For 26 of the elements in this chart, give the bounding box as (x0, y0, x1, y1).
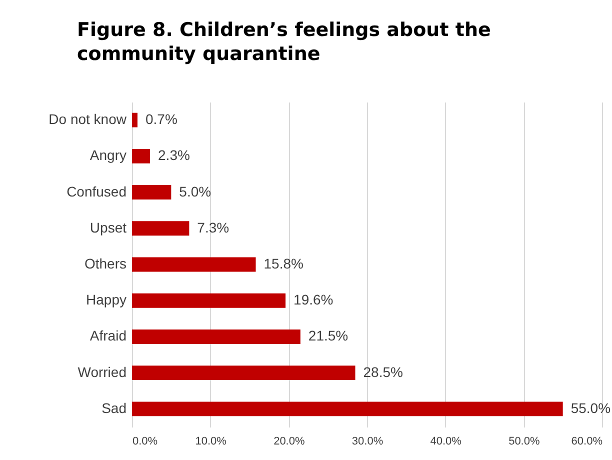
data-label: 21.5% (308, 328, 348, 344)
x-tick-label: 0.0% (132, 436, 158, 448)
data-label: 55.0% (570, 400, 611, 416)
data-label: 2.3% (158, 147, 190, 164)
data-label: 15.8% (264, 256, 304, 272)
y-tick-label: Worried (78, 364, 126, 380)
x-tick-label: 10.0% (195, 436, 227, 448)
x-tick-label: 20.0% (274, 436, 305, 448)
y-tick-label: Afraid (90, 328, 126, 344)
y-tick-label: Others (84, 256, 126, 272)
y-tick-label: Upset (90, 219, 127, 236)
data-label: 19.6% (294, 292, 334, 308)
y-tick-label: Angry (90, 147, 126, 164)
data-label: 5.0% (179, 183, 212, 200)
data-label: 28.5% (363, 364, 403, 380)
x-tick-label: 30.0% (352, 436, 384, 448)
data-label: 7.3% (197, 219, 230, 236)
x-tick-label: 60.0% (571, 436, 603, 448)
chart-title: Figure 8. Children’s feelings about the community quarantine (77, 19, 491, 65)
data-label: 0.7% (145, 111, 178, 128)
x-tick-label: 50.0% (508, 436, 540, 448)
y-tick-label: Do not know (48, 111, 128, 128)
y-tick-label: Happy (86, 292, 126, 308)
y-tick-label: Sad (102, 400, 126, 416)
x-tick-label: 40.0% (430, 436, 462, 448)
y-tick-label: Confused (66, 183, 126, 200)
